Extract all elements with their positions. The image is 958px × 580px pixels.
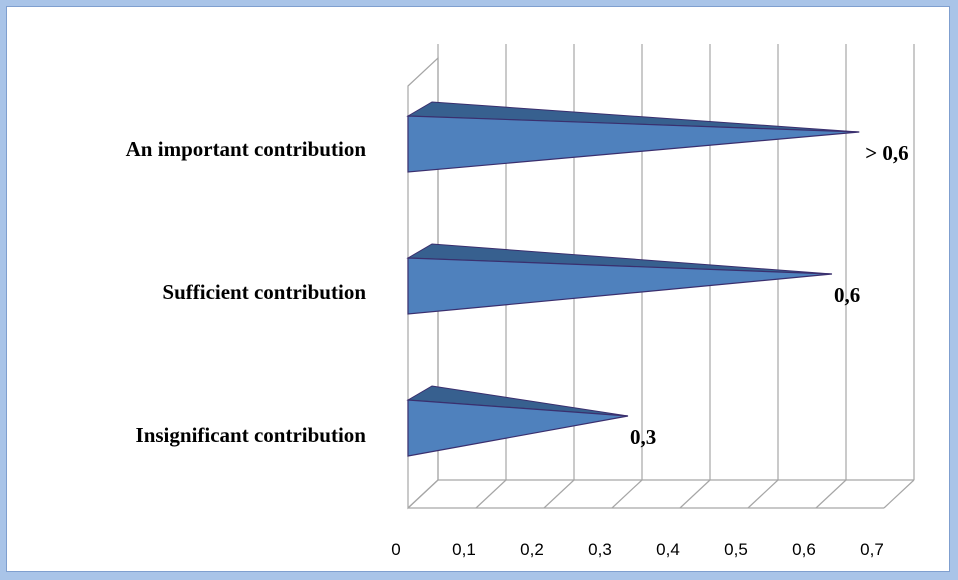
- x-tick-label-4: 0,4: [656, 540, 680, 559]
- x-tick-label-5: 0,5: [724, 540, 748, 559]
- floor-gridline-5: [747, 479, 779, 509]
- category-label-2: An important contribution: [126, 137, 367, 161]
- data-label-1: 0,6: [834, 283, 860, 307]
- x-tick-label-6: 0,6: [792, 540, 816, 559]
- labels: 0 0,1 0,2 0,3 0,4 0,5 0,6 0,7 Insignificant cont…: [126, 137, 909, 559]
- floor-gridline-3: [611, 479, 643, 509]
- data-label-2: > 0,6: [865, 141, 908, 165]
- floor-gridline-2: [543, 479, 575, 509]
- category-label-0: Insignificant contribution: [136, 423, 367, 447]
- category-label-1: Sufficient contribution: [162, 280, 366, 304]
- bar-0: [407, 399, 629, 457]
- x-tick-label-1: 0,1: [452, 540, 476, 559]
- floor-gridline-6: [815, 479, 847, 509]
- x-tick-label-2: 0,2: [520, 540, 544, 559]
- floor-gridline-1: [475, 479, 507, 509]
- floor-gridline-7: [883, 479, 915, 509]
- bar-1: [407, 257, 833, 315]
- bars: [406, 101, 860, 457]
- bar-2: [407, 115, 860, 173]
- data-label-0: 0,3: [630, 425, 656, 449]
- floor-gridline-0: [407, 479, 439, 509]
- floor-gridline-4: [679, 479, 711, 509]
- x-tick-label-7: 0,7: [860, 540, 884, 559]
- x-tick-label-0: 0: [391, 540, 400, 559]
- x-tick-label-3: 0,3: [588, 540, 612, 559]
